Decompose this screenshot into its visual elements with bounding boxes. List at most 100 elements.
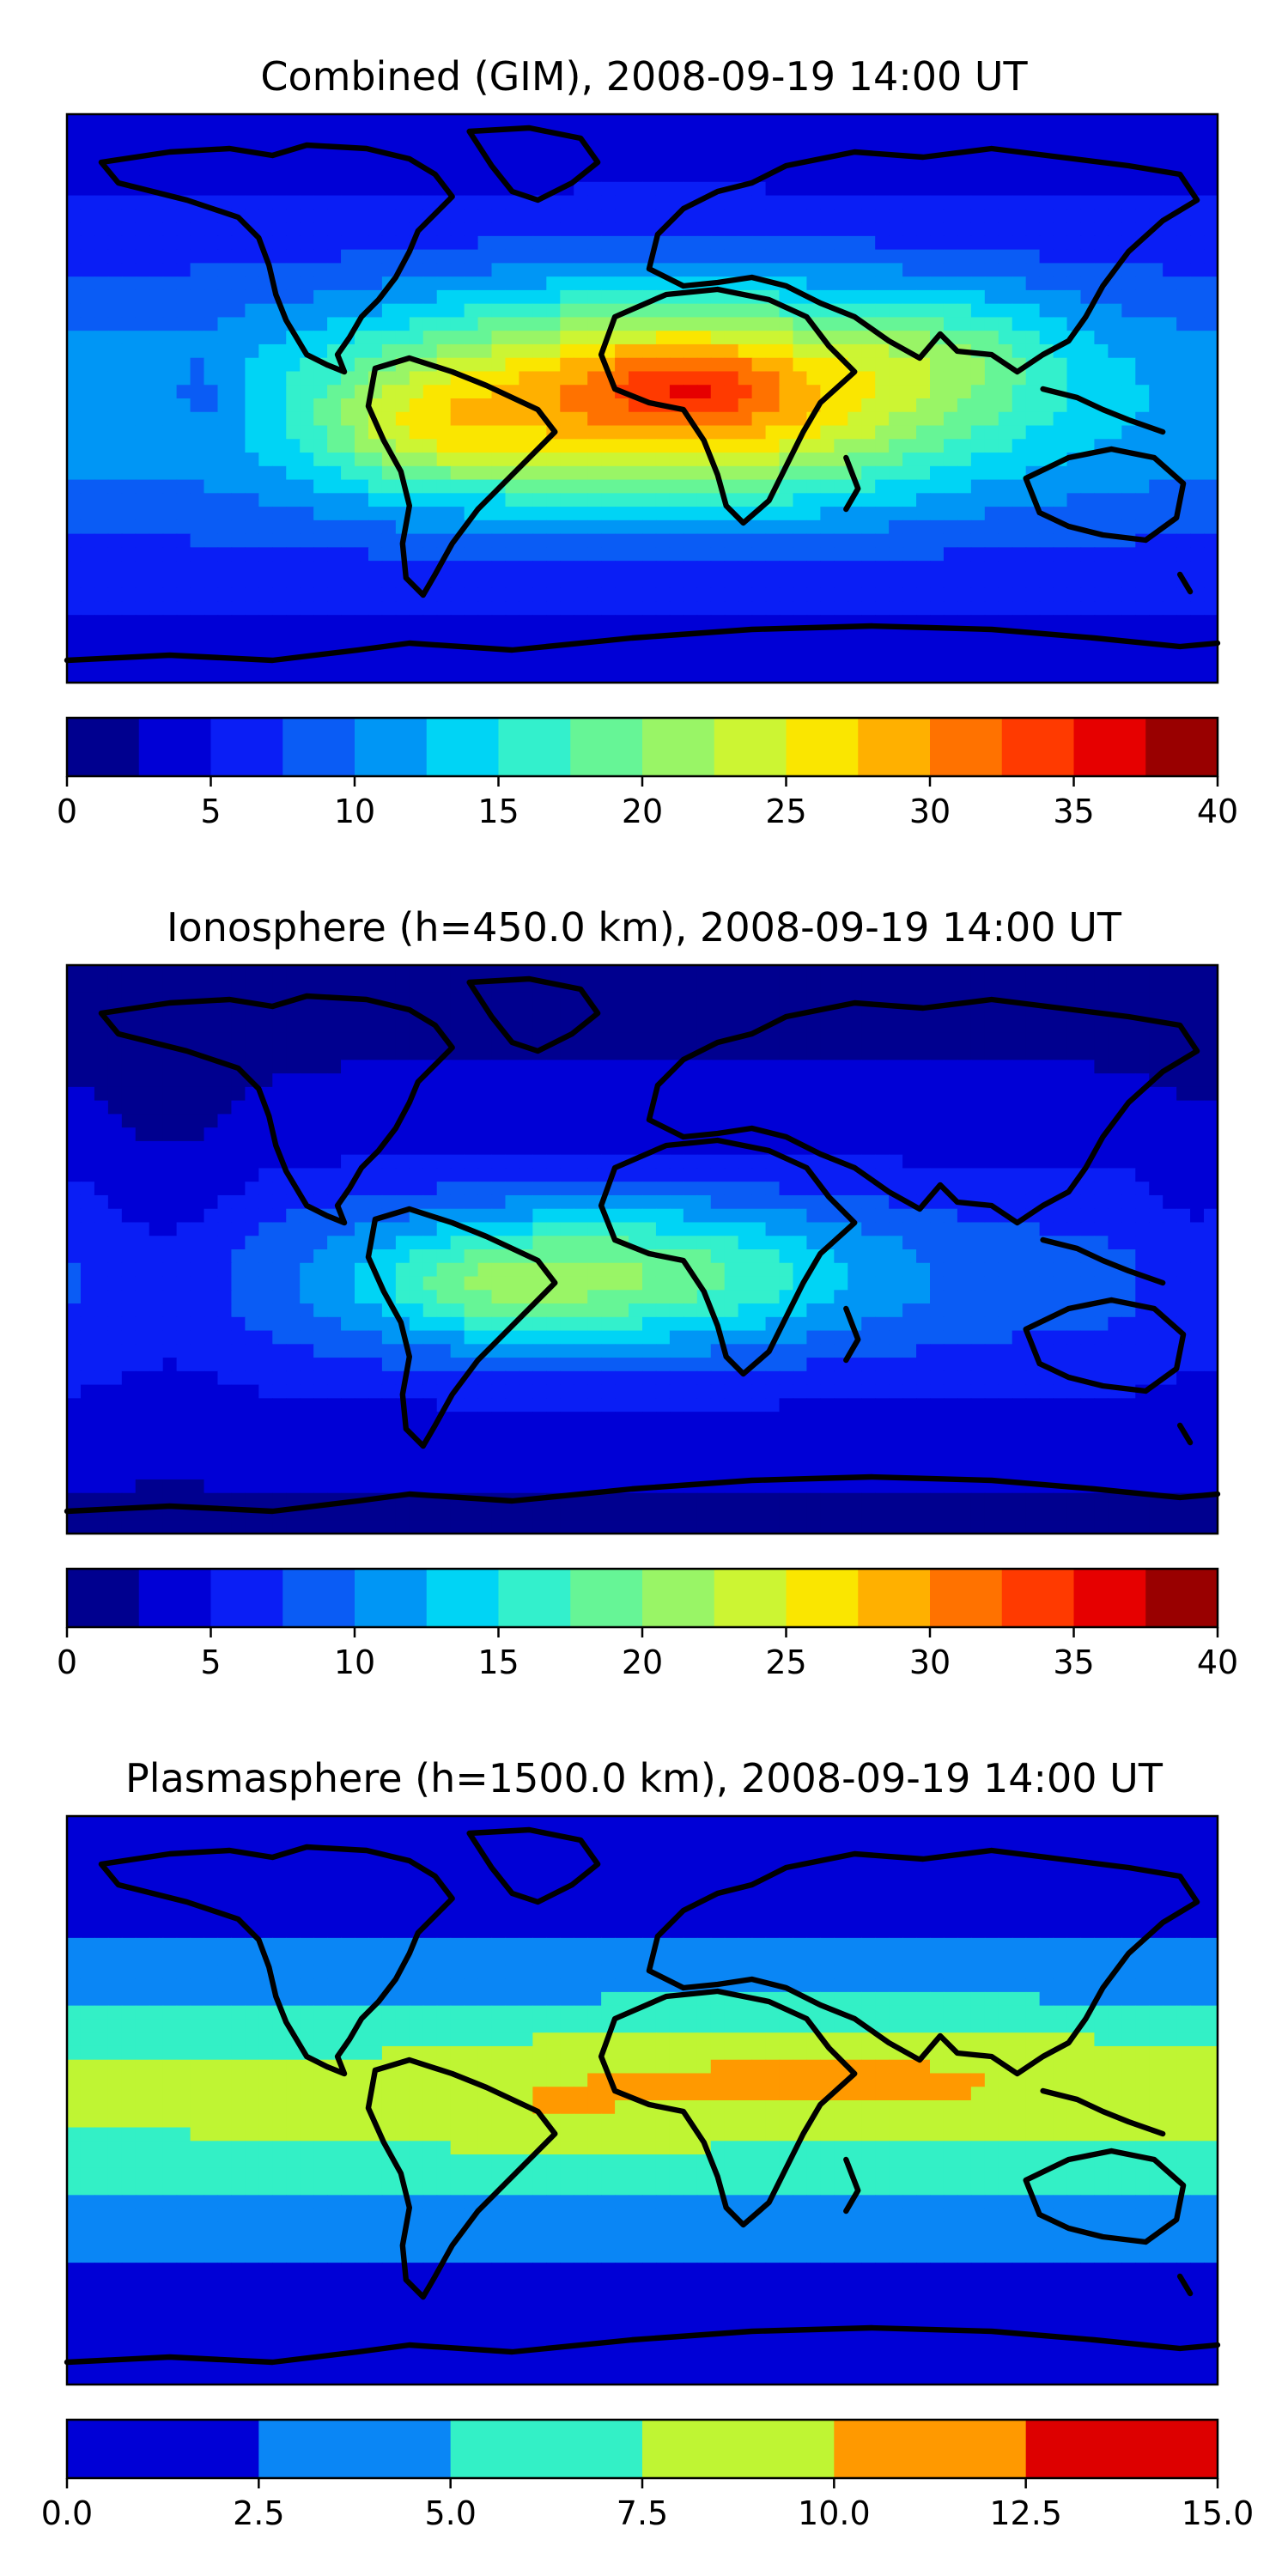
contour-cell — [231, 453, 246, 467]
contour-cell — [1149, 587, 1163, 603]
contour-cell — [231, 235, 246, 251]
contour-cell — [683, 371, 698, 386]
contour-cell — [450, 453, 465, 467]
contour-cell — [450, 343, 465, 359]
contour-cell — [1176, 519, 1191, 535]
contour-cell — [1025, 222, 1041, 237]
contour-cell — [519, 533, 533, 548]
contour-cell — [231, 479, 246, 494]
contour-cell — [1149, 289, 1163, 305]
contour-cell — [135, 209, 150, 223]
contour-cell — [779, 371, 794, 386]
contour-cell — [1149, 1168, 1163, 1182]
contour-cell — [834, 235, 848, 251]
contour-cell — [779, 655, 794, 670]
contour-cell — [765, 439, 781, 453]
contour-cell — [162, 385, 178, 399]
contour-cell — [957, 127, 972, 143]
contour-cell — [943, 655, 958, 670]
contour-cell — [149, 1154, 164, 1170]
contour-cell — [1149, 1005, 1163, 1020]
contour-cell — [258, 385, 273, 399]
contour-cell — [217, 1127, 233, 1142]
contour-cell — [1176, 453, 1191, 467]
contour-cell — [149, 1127, 164, 1142]
contour-cell — [793, 547, 808, 562]
contour-cell — [834, 561, 848, 575]
contour-cell — [450, 1073, 465, 1088]
contour-cell — [409, 1019, 424, 1034]
contour-cell — [94, 547, 109, 562]
contour-cell — [875, 127, 890, 143]
contour-cell — [765, 425, 781, 440]
contour-cell — [355, 289, 369, 305]
contour-cell — [1108, 1019, 1122, 1034]
contour-cell — [368, 655, 383, 670]
contour-cell — [696, 249, 712, 264]
contour-cell — [560, 507, 574, 521]
contour-cell — [409, 561, 424, 575]
contour-cell — [930, 181, 945, 197]
contour-cell — [149, 155, 164, 169]
contour-cell — [327, 411, 342, 427]
colorbar-segment — [570, 718, 643, 776]
contour-cell — [601, 641, 616, 657]
contour-cell — [806, 978, 821, 993]
contour-cell — [67, 601, 82, 616]
contour-cell — [546, 1019, 561, 1034]
contour-cell — [1025, 1046, 1041, 1060]
contour-cell — [532, 303, 547, 319]
contour-cell — [217, 303, 233, 319]
contour-cell — [67, 1182, 82, 1196]
contour-cell — [1108, 141, 1122, 155]
contour-cell — [683, 479, 698, 494]
contour-cell — [916, 1168, 931, 1182]
contour-cell — [341, 1073, 355, 1088]
contour-cell — [1039, 303, 1054, 319]
contour-cell — [94, 615, 109, 629]
contour-cell — [601, 519, 616, 535]
contour-cell — [970, 1100, 986, 1115]
contour-cell — [902, 263, 917, 277]
contour-cell — [477, 168, 493, 183]
contour-cell — [231, 465, 246, 481]
contour-cell — [300, 1168, 314, 1182]
contour-cell — [738, 978, 753, 993]
contour-cell — [286, 371, 301, 386]
contour-cell — [820, 992, 835, 1006]
contour-cell — [587, 587, 602, 603]
contour-cell — [1163, 127, 1177, 143]
contour-cell — [629, 209, 643, 223]
contour-cell — [916, 655, 931, 670]
contour-cell — [1204, 289, 1218, 305]
contour-cell — [1190, 479, 1205, 494]
contour-cell — [943, 249, 958, 264]
contour-cell — [162, 628, 178, 643]
contour-cell — [1012, 601, 1027, 616]
contour-cell — [176, 439, 191, 453]
contour-cell — [848, 507, 862, 521]
contour-cell — [368, 479, 383, 494]
contour-cell — [162, 1154, 178, 1170]
contour-cell — [272, 978, 287, 993]
contour-cell — [1135, 1127, 1150, 1142]
contour-cell — [176, 385, 191, 399]
contour-cell — [327, 587, 342, 603]
contour-cell — [587, 425, 602, 440]
contour-cell — [300, 1032, 314, 1048]
contour-cell — [217, 1032, 233, 1048]
contour-cell — [751, 249, 767, 264]
contour-cell — [724, 425, 739, 440]
contour-cell — [930, 398, 945, 413]
contour-cell — [313, 222, 328, 237]
contour-cell — [1176, 411, 1191, 427]
contour-cell — [395, 141, 410, 155]
contour-cell — [505, 965, 520, 980]
contour-cell — [519, 155, 533, 169]
contour-cell — [505, 209, 520, 223]
contour-cell — [875, 453, 890, 467]
contour-cell — [779, 493, 794, 507]
contour-cell — [436, 385, 452, 399]
contour-cell — [1025, 263, 1041, 277]
contour-cell — [176, 127, 191, 143]
